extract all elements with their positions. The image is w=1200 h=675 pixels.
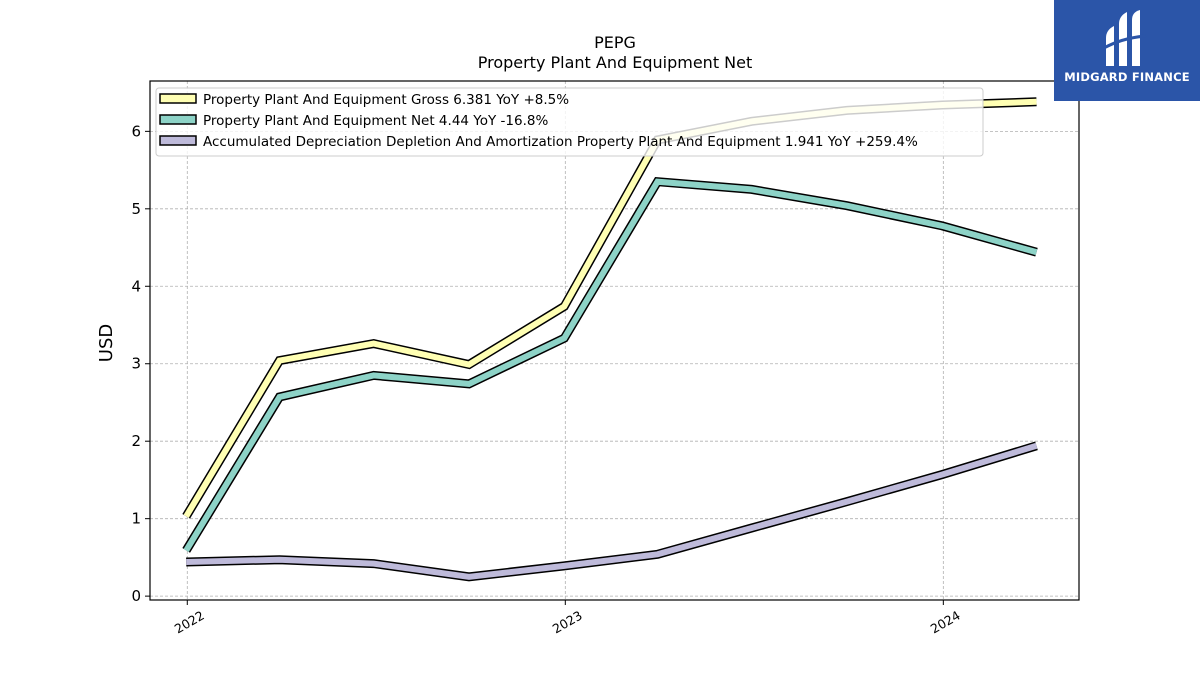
legend-box	[155, 87, 984, 157]
series-line	[183, 178, 1038, 552]
legend-swatch	[159, 114, 197, 125]
y-tick-label: 3	[131, 355, 141, 373]
y-tick-label: 1	[131, 510, 141, 528]
y-tick-label: 0	[131, 587, 141, 605]
y-axis-label: USD	[96, 324, 117, 362]
series-line-outline	[182, 97, 1037, 519]
x-tick-label: 2022	[172, 608, 207, 637]
legend-label: Property Plant And Equipment Net 4.44 Yo…	[203, 113, 548, 129]
y-tick-label: 5	[131, 200, 141, 218]
x-tick-label: 2023	[550, 608, 585, 637]
series-line-outline	[182, 176, 1038, 553]
x-tick-label: 2024	[928, 608, 963, 637]
logo-text: MIDGARD FINANCE	[1064, 70, 1190, 84]
legend-label: Accumulated Depreciation Depletion And A…	[203, 134, 918, 150]
legend-entry: Property Plant And Equipment Net 4.44 Yo…	[159, 113, 548, 129]
y-tick-label: 4	[131, 277, 141, 295]
chart-title: PEPG	[594, 33, 636, 52]
legend: Property Plant And Equipment Gross 6.381…	[155, 87, 984, 157]
y-tick-label: 6	[131, 122, 141, 140]
plot-frame	[149, 80, 1080, 601]
chart-subtitle: Property Plant And Equipment Net	[478, 53, 753, 72]
legend-entry: Accumulated Depreciation Depletion And A…	[159, 134, 918, 150]
legend-label: Property Plant And Equipment Gross 6.381…	[203, 92, 569, 108]
legend-swatch	[159, 135, 197, 146]
series-line	[183, 98, 1037, 518]
grid-lines	[150, 81, 1079, 600]
y-tick-label: 2	[131, 432, 141, 450]
legend-entry: Property Plant And Equipment Gross 6.381…	[159, 92, 569, 108]
series-layer	[182, 97, 1038, 582]
midgard-m-logo-icon	[1103, 10, 1147, 66]
series-line	[186, 442, 1038, 580]
midgard-finance-logo: MIDGARD FINANCE	[1054, 0, 1200, 101]
legend-swatch	[159, 93, 197, 104]
